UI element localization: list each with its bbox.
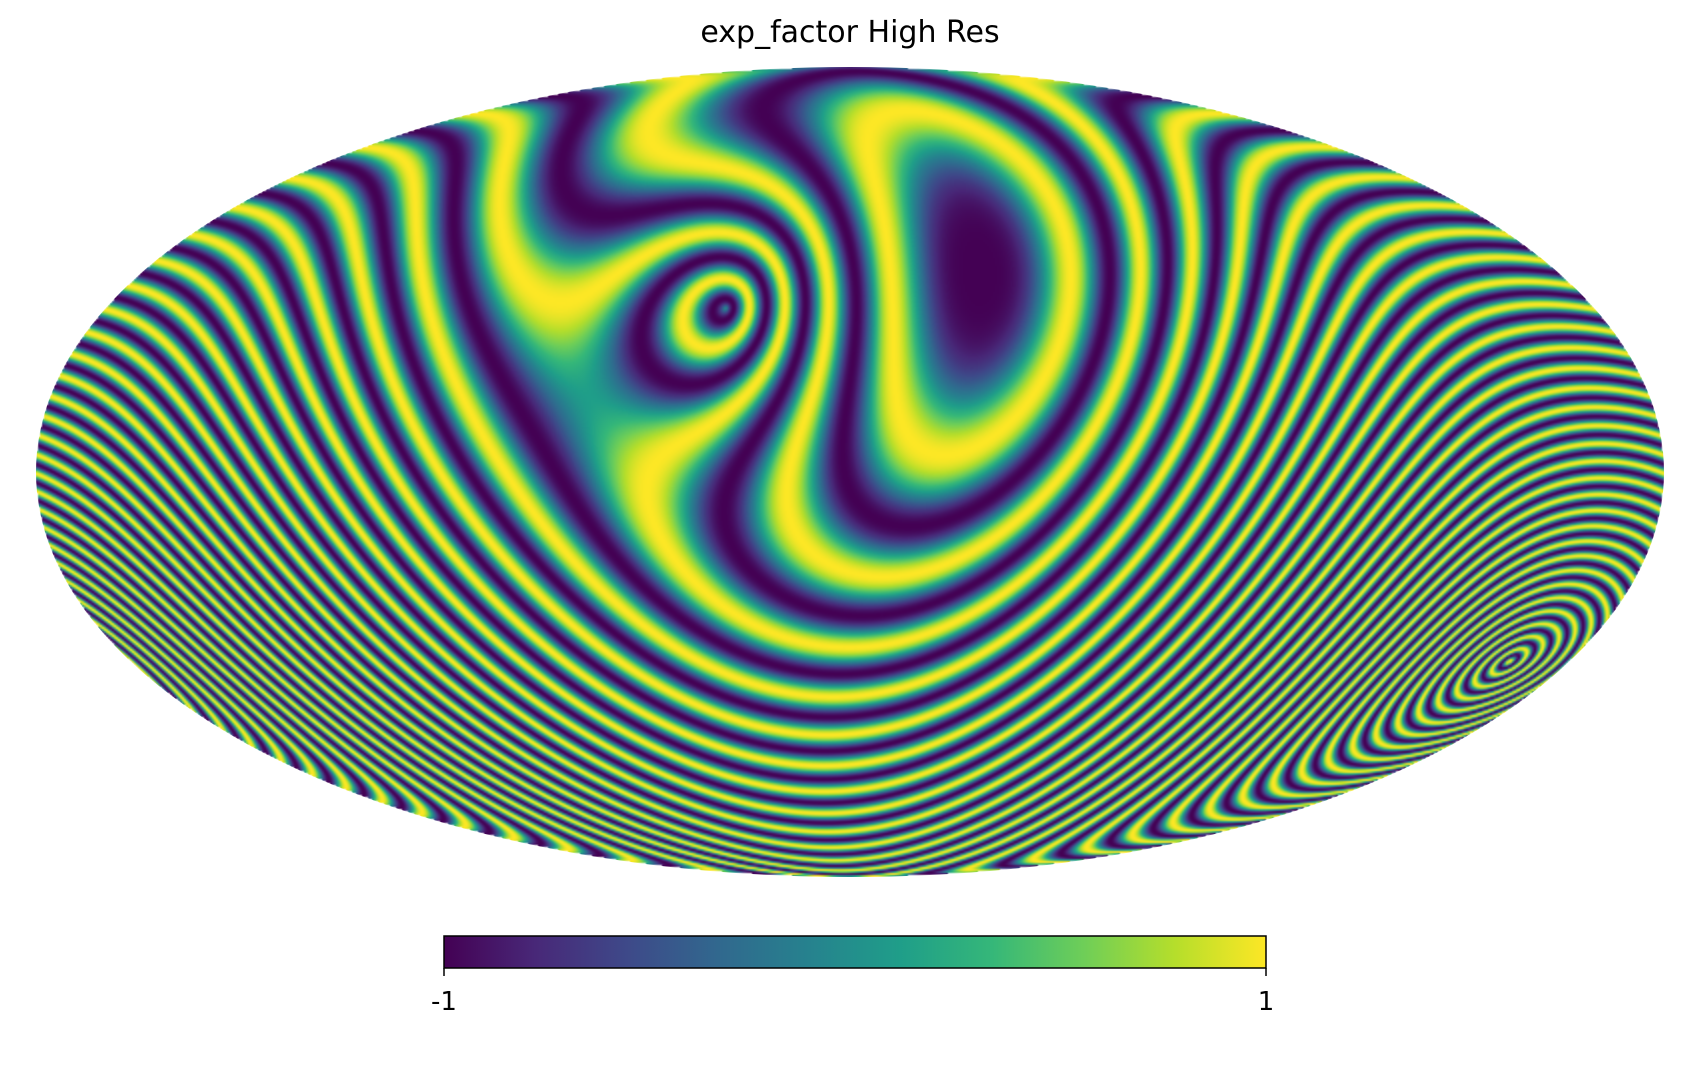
map-raster	[36, 67, 1664, 877]
colorbar-tick-label-max: 1	[1258, 987, 1275, 1017]
sky-map	[36, 67, 1664, 877]
colorbar-tick-label-min: -1	[431, 987, 457, 1017]
chart-title: exp_factor High Res	[700, 15, 999, 50]
colorbar	[443, 935, 1267, 969]
